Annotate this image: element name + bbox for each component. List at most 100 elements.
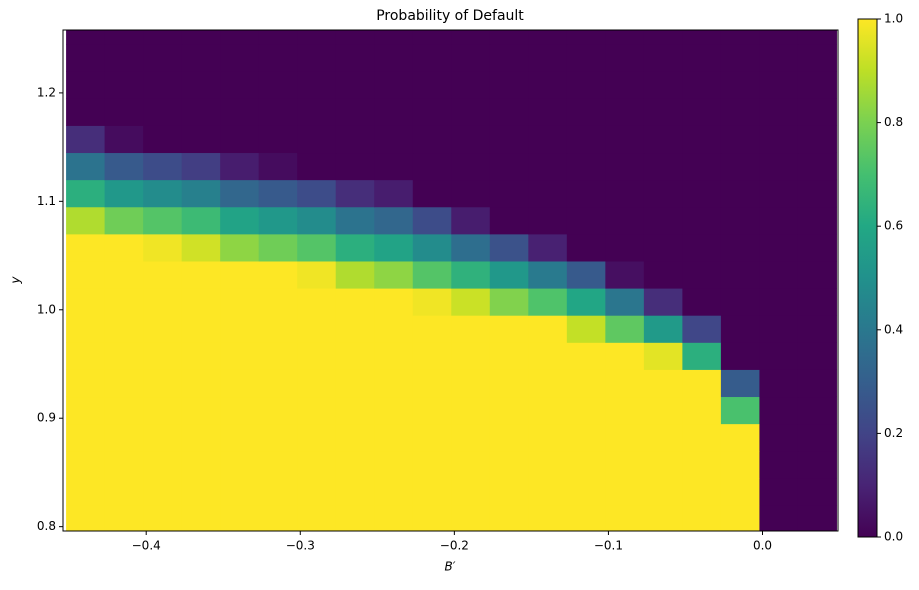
heatmap-cell <box>566 477 606 506</box>
heatmap-cell <box>181 477 221 506</box>
heatmap-cell <box>643 477 683 506</box>
heatmap-cell <box>528 504 568 531</box>
heatmap-cell <box>489 423 529 452</box>
heatmap-cell <box>528 288 568 316</box>
heatmap-cell <box>258 233 298 262</box>
heatmap-cell <box>104 315 144 343</box>
heatmap-cell <box>797 179 837 208</box>
heatmap-cell <box>759 315 799 343</box>
heatmap-cell <box>258 504 298 531</box>
heatmap-cell <box>566 44 606 72</box>
heatmap-cell <box>451 342 491 370</box>
heatmap-cell <box>104 98 144 126</box>
heatmap-cell <box>412 477 452 506</box>
heatmap-cell <box>374 477 414 506</box>
heatmap-cell <box>220 288 260 316</box>
y-tick-label: 0.9 <box>37 411 56 425</box>
heatmap-cell <box>143 98 183 126</box>
heatmap-cell <box>335 450 375 479</box>
heatmap-cell <box>374 98 414 126</box>
heatmap-cell <box>143 450 183 479</box>
heatmap-cell <box>451 179 491 208</box>
heatmap-cell <box>181 288 221 316</box>
heatmap-cell <box>528 342 568 370</box>
heatmap-cell <box>643 369 683 398</box>
heatmap-cell <box>720 450 760 479</box>
heatmap-cell <box>66 342 106 370</box>
heatmap-cell <box>451 396 491 425</box>
heatmap-cell <box>335 342 375 370</box>
heatmap-cell <box>412 179 452 208</box>
heatmap-cell <box>374 71 414 99</box>
heatmap-cell <box>643 152 683 181</box>
heatmap-cell <box>489 504 529 531</box>
heatmap-cell <box>643 206 683 235</box>
heatmap-cell <box>451 450 491 479</box>
heatmap-cell <box>143 342 183 370</box>
heatmap-cell <box>104 477 144 506</box>
heatmap-cell <box>605 233 645 262</box>
heatmap-cell <box>759 152 799 181</box>
heatmap-cell <box>605 44 645 72</box>
heatmap-cell <box>412 30 452 45</box>
heatmap-cell <box>605 315 645 343</box>
heatmap-cell <box>605 179 645 208</box>
heatmap-cell <box>104 71 144 99</box>
heatmap-cell <box>143 504 183 531</box>
heatmap-cell <box>104 260 144 289</box>
heatmap-cell <box>335 30 375 45</box>
heatmap-cell <box>335 288 375 316</box>
heatmap-cell <box>682 504 722 531</box>
heatmap-cell <box>412 288 452 316</box>
heatmap-cell <box>258 260 298 289</box>
heatmap-cell <box>181 315 221 343</box>
heatmap-cell <box>797 477 837 506</box>
heatmap-cell <box>143 288 183 316</box>
heatmap-cell <box>720 206 760 235</box>
heatmap-cell <box>720 179 760 208</box>
heatmap-cell <box>489 44 529 72</box>
heatmap-cell <box>759 233 799 262</box>
heatmap-cell <box>374 288 414 316</box>
heatmap-cell <box>143 152 183 181</box>
heatmap-cell <box>605 98 645 126</box>
heatmap-cell <box>643 342 683 370</box>
heatmap-cell <box>643 315 683 343</box>
heatmap-cell <box>682 315 722 343</box>
heatmap-cell <box>335 98 375 126</box>
heatmap-cell <box>528 98 568 126</box>
heatmap-cell <box>643 44 683 72</box>
heatmap-cell <box>335 477 375 506</box>
heatmap-cell <box>220 477 260 506</box>
heatmap-cell <box>181 342 221 370</box>
heatmap-cell <box>797 315 837 343</box>
heatmap-cell <box>566 125 606 154</box>
heatmap-cell <box>412 504 452 531</box>
heatmap-cell <box>66 233 106 262</box>
heatmap-cell <box>258 30 298 45</box>
heatmap-cell <box>412 98 452 126</box>
heatmap-cell <box>220 260 260 289</box>
heatmap-cell <box>66 98 106 126</box>
heatmap-cell <box>797 206 837 235</box>
heatmap-cell <box>297 450 337 479</box>
heatmap-cell <box>643 98 683 126</box>
heatmap-cell <box>66 396 106 425</box>
heatmap-cell <box>258 288 298 316</box>
heatmap-cell <box>220 396 260 425</box>
heatmap-cell <box>297 206 337 235</box>
heatmap-cell <box>181 152 221 181</box>
heatmap-cell <box>335 44 375 72</box>
heatmap-cell <box>720 504 760 531</box>
heatmap-cell <box>66 288 106 316</box>
heatmap-cell <box>720 30 760 45</box>
heatmap-cell <box>720 342 760 370</box>
colorbar-tick-label: 0.4 <box>884 322 903 336</box>
heatmap-cell <box>566 450 606 479</box>
heatmap-cell <box>258 71 298 99</box>
heatmap-cell <box>104 179 144 208</box>
heatmap-cell <box>682 233 722 262</box>
heatmap-cell <box>566 179 606 208</box>
heatmap-cell <box>220 125 260 154</box>
heatmap-cell <box>66 315 106 343</box>
